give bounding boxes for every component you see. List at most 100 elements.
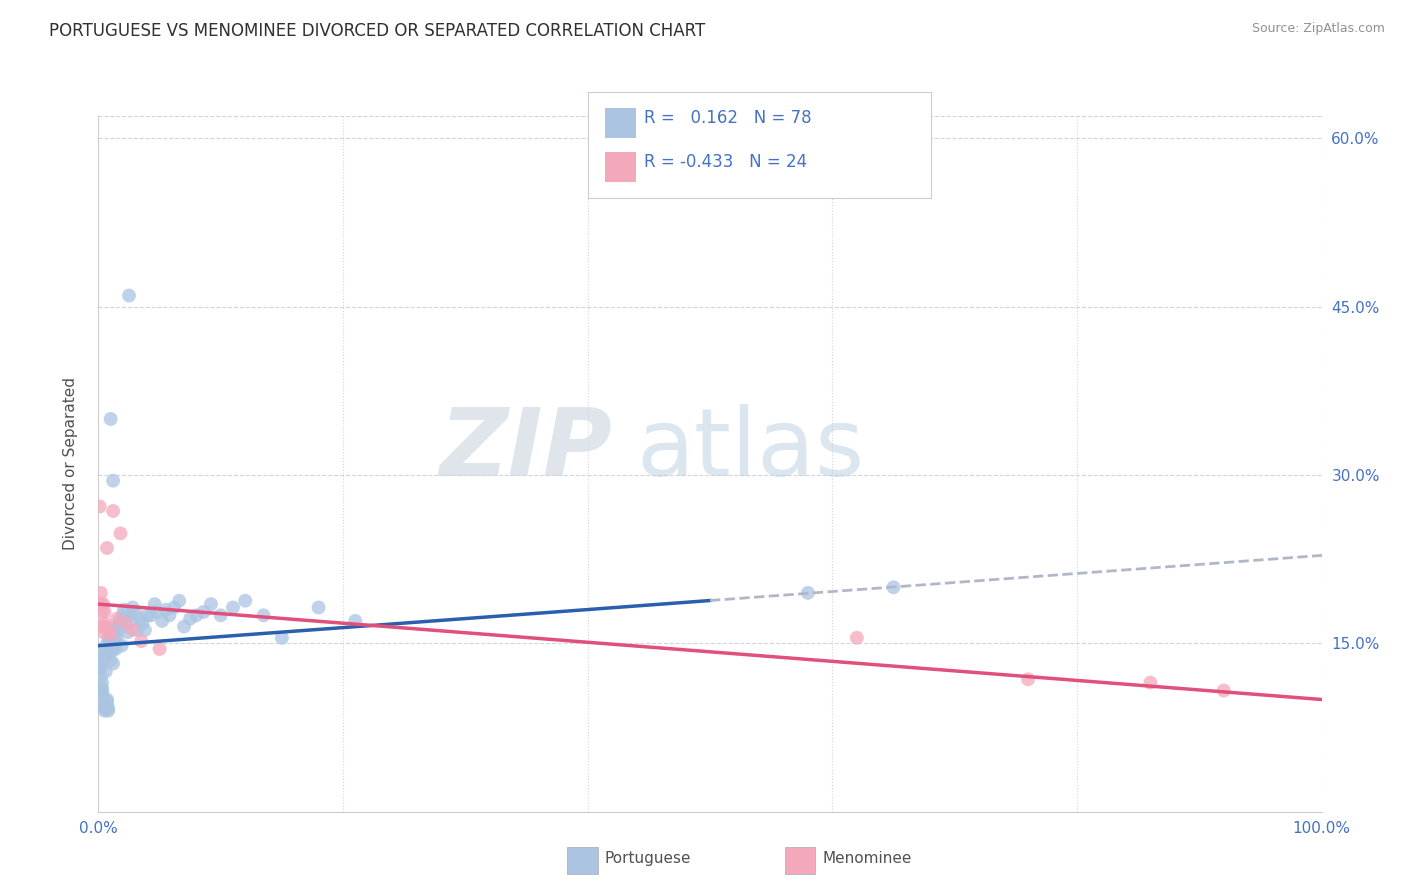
Point (111, 608, 134, 623)
Point (100, 412, 122, 426)
Point (90, 597, 112, 611)
Point (233, 593, 256, 607)
Point (105, 612, 128, 626)
Point (112, 603, 135, 617)
Point (308, 600, 330, 615)
Point (845, 631, 868, 645)
Text: Portuguese: Portuguese (605, 852, 692, 866)
Point (93, 701, 115, 715)
Point (100, 653, 122, 667)
Point (252, 608, 274, 623)
Point (120, 614, 142, 628)
Point (118, 288, 141, 302)
Point (209, 608, 232, 623)
Point (93, 649, 115, 664)
Point (167, 593, 190, 607)
Point (127, 623, 149, 637)
Point (136, 608, 159, 623)
Point (121, 600, 143, 615)
Point (121, 623, 143, 637)
Point (129, 612, 152, 626)
Point (143, 597, 166, 611)
Point (104, 642, 127, 657)
Point (96, 698, 118, 712)
Point (114, 619, 136, 633)
Point (91, 619, 114, 633)
Point (101, 642, 124, 657)
Point (101, 504, 124, 518)
Point (118, 608, 141, 623)
Point (1212, 683, 1234, 698)
Point (100, 627, 122, 641)
Point (150, 614, 173, 628)
Point (91, 692, 114, 706)
Point (91, 681, 114, 696)
Point (94, 665, 117, 679)
Point (100, 625, 122, 640)
Point (96, 541, 118, 555)
Point (91, 675, 114, 690)
Point (90, 586, 112, 600)
Point (98, 645, 121, 659)
Point (91, 687, 114, 701)
Point (134, 623, 156, 637)
Point (110, 616, 132, 631)
Point (89, 500, 111, 514)
Point (883, 580, 905, 594)
Point (90, 661, 112, 675)
Point (163, 600, 186, 615)
Point (96, 695, 118, 709)
Point (131, 616, 153, 631)
Point (222, 600, 245, 615)
Point (103, 625, 125, 640)
Point (111, 639, 134, 653)
Text: atlas: atlas (637, 404, 865, 496)
Point (146, 605, 169, 619)
Point (91, 653, 114, 667)
Text: R = -0.433   N = 24: R = -0.433 N = 24 (644, 153, 807, 171)
Point (93, 616, 115, 631)
Point (93, 698, 115, 712)
Point (94, 639, 117, 653)
Point (93, 605, 115, 619)
Point (89, 653, 111, 667)
Point (91, 605, 114, 619)
Point (108, 614, 131, 628)
Point (96, 692, 118, 706)
Point (91, 683, 114, 698)
Text: Menominee: Menominee (823, 852, 912, 866)
Point (110, 526, 132, 541)
Point (105, 631, 128, 645)
Point (270, 631, 294, 645)
Point (100, 631, 122, 645)
Point (97, 704, 120, 718)
Point (155, 603, 177, 617)
Point (101, 642, 124, 657)
Point (97, 631, 120, 645)
Point (98, 639, 121, 653)
Point (129, 634, 152, 648)
Point (179, 612, 201, 626)
Point (101, 474, 124, 488)
Point (101, 657, 124, 671)
Point (93, 704, 115, 718)
Point (186, 608, 208, 623)
Point (124, 605, 146, 619)
Point (91, 645, 114, 659)
Point (91, 625, 114, 640)
Text: ZIP: ZIP (439, 404, 612, 496)
Text: Source: ZipAtlas.com: Source: ZipAtlas.com (1251, 22, 1385, 36)
Point (1139, 675, 1161, 690)
Point (1017, 673, 1039, 687)
Point (149, 642, 172, 657)
Point (94, 645, 117, 659)
Point (107, 619, 129, 633)
Point (157, 608, 180, 623)
Point (94, 619, 117, 633)
Point (344, 614, 367, 628)
Point (797, 586, 820, 600)
Point (105, 625, 128, 640)
Point (114, 616, 136, 631)
Point (101, 623, 124, 637)
Point (97, 701, 120, 715)
